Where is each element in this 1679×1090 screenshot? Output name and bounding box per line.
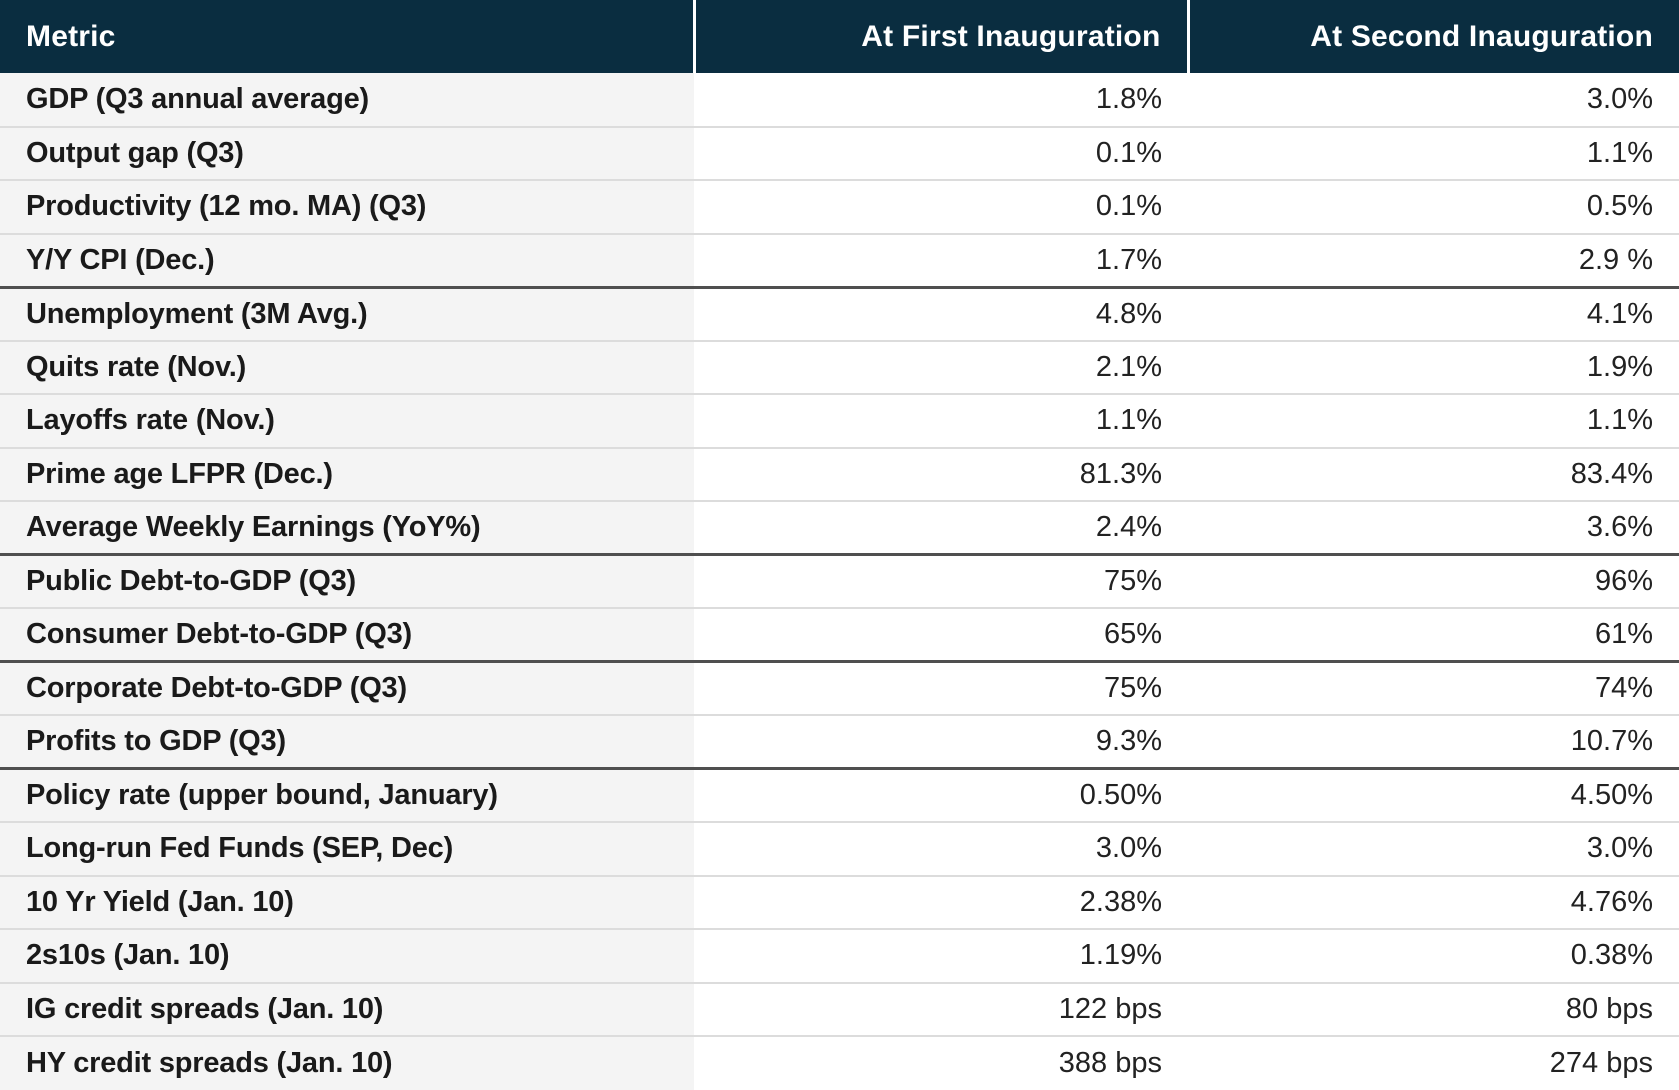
first-inauguration-value: 122 bps [694,981,1188,1036]
second-inauguration-value: 3.6% [1188,500,1679,556]
metric-label: GDP (Q3 annual average) [0,73,694,127]
first-inauguration-value: 1.19% [694,928,1188,983]
first-inauguration-value: 3.0% [694,821,1188,876]
metric-label: Profits to GDP (Q3) [0,714,694,770]
second-inauguration-value: 0.5% [1188,179,1679,234]
metric-label: Output gap (Q3) [0,125,694,180]
metric-label: Long-run Fed Funds (SEP, Dec) [0,821,694,876]
metric-label: Consumer Debt-to-GDP (Q3) [0,607,694,663]
table-row: Corporate Debt-to-GDP (Q3) 75% 74% [0,660,1679,715]
column-header-metric: Metric [0,0,694,73]
table-row: GDP (Q3 annual average) 1.8% 3.0% [0,73,1679,127]
table-row: Public Debt-to-GDP (Q3) 75% 96% [0,553,1679,608]
metric-label: IG credit spreads (Jan. 10) [0,981,694,1036]
table-row: 2s10s (Jan. 10) 1.19% 0.38% [0,928,1679,983]
first-inauguration-value: 0.50% [694,767,1188,822]
first-inauguration-value: 1.7% [694,232,1188,289]
metric-label: Prime age LFPR (Dec.) [0,446,694,501]
table-row: Layoffs rate (Nov.) 1.1% 1.1% [0,393,1679,448]
table-row: 10 Yr Yield (Jan. 10) 2.38% 4.76% [0,874,1679,929]
first-inauguration-value: 4.8% [694,286,1188,341]
first-inauguration-value: 75% [694,660,1188,715]
metric-label: Public Debt-to-GDP (Q3) [0,553,694,608]
table-row: Profits to GDP (Q3) 9.3% 10.7% [0,714,1679,770]
second-inauguration-value: 274 bps [1188,1035,1679,1090]
first-inauguration-value: 2.38% [694,874,1188,929]
second-inauguration-value: 3.0% [1188,73,1679,127]
second-inauguration-value: 2.9 % [1188,232,1679,289]
second-inauguration-value: 83.4% [1188,446,1679,501]
second-inauguration-value: 4.1% [1188,286,1679,341]
second-inauguration-value: 80 bps [1188,981,1679,1036]
table-row: IG credit spreads (Jan. 10) 122 bps 80 b… [0,981,1679,1036]
metric-label: Y/Y CPI (Dec.) [0,232,694,289]
second-inauguration-value: 1.1% [1188,125,1679,180]
table-row: Y/Y CPI (Dec.) 1.7% 2.9 % [0,232,1679,289]
first-inauguration-value: 388 bps [694,1035,1188,1090]
second-inauguration-value: 96% [1188,553,1679,608]
first-inauguration-value: 0.1% [694,179,1188,234]
second-inauguration-value: 61% [1188,607,1679,663]
metric-label: Quits rate (Nov.) [0,339,694,394]
metric-label: Corporate Debt-to-GDP (Q3) [0,660,694,715]
table-row: Unemployment (3M Avg.) 4.8% 4.1% [0,286,1679,341]
table-row: Policy rate (upper bound, January) 0.50%… [0,767,1679,822]
metric-label: Unemployment (3M Avg.) [0,286,694,341]
first-inauguration-value: 81.3% [694,446,1188,501]
first-inauguration-value: 75% [694,553,1188,608]
table-row: Quits rate (Nov.) 2.1% 1.9% [0,339,1679,394]
second-inauguration-value: 4.50% [1188,767,1679,822]
table-row: Average Weekly Earnings (YoY%) 2.4% 3.6% [0,500,1679,556]
first-inauguration-value: 2.1% [694,339,1188,394]
second-inauguration-value: 74% [1188,660,1679,715]
metric-label: 2s10s (Jan. 10) [0,928,694,983]
table-header: Metric At First Inauguration At Second I… [0,0,1679,73]
table-row: Output gap (Q3) 0.1% 1.1% [0,125,1679,180]
first-inauguration-value: 0.1% [694,125,1188,180]
metric-label: 10 Yr Yield (Jan. 10) [0,874,694,929]
first-inauguration-value: 65% [694,607,1188,663]
first-inauguration-value: 1.1% [694,393,1188,448]
first-inauguration-value: 2.4% [694,500,1188,556]
table-body: GDP (Q3 annual average) 1.8% 3.0% Output… [0,73,1679,1090]
table-row: Prime age LFPR (Dec.) 81.3% 83.4% [0,446,1679,501]
metric-label: Productivity (12 mo. MA) (Q3) [0,179,694,234]
table-row: Consumer Debt-to-GDP (Q3) 65% 61% [0,607,1679,663]
second-inauguration-value: 1.1% [1188,393,1679,448]
column-header-first-inauguration: At First Inauguration [692,0,1188,73]
metric-label: Average Weekly Earnings (YoY%) [0,500,694,556]
table-row: HY credit spreads (Jan. 10) 388 bps 274 … [0,1035,1679,1090]
second-inauguration-value: 0.38% [1188,928,1679,983]
table-row: Productivity (12 mo. MA) (Q3) 0.1% 0.5% [0,179,1679,234]
header-row: Metric At First Inauguration At Second I… [0,0,1679,73]
second-inauguration-value: 4.76% [1188,874,1679,929]
second-inauguration-value: 1.9% [1188,339,1679,394]
column-header-second-inauguration: At Second Inauguration [1186,0,1679,73]
first-inauguration-value: 9.3% [694,714,1188,770]
table-row: Long-run Fed Funds (SEP, Dec) 3.0% 3.0% [0,821,1679,876]
metric-label: HY credit spreads (Jan. 10) [0,1035,694,1090]
metric-label: Policy rate (upper bound, January) [0,767,694,822]
metric-label: Layoffs rate (Nov.) [0,393,694,448]
second-inauguration-value: 10.7% [1188,714,1679,770]
first-inauguration-value: 1.8% [694,73,1188,127]
second-inauguration-value: 3.0% [1188,821,1679,876]
